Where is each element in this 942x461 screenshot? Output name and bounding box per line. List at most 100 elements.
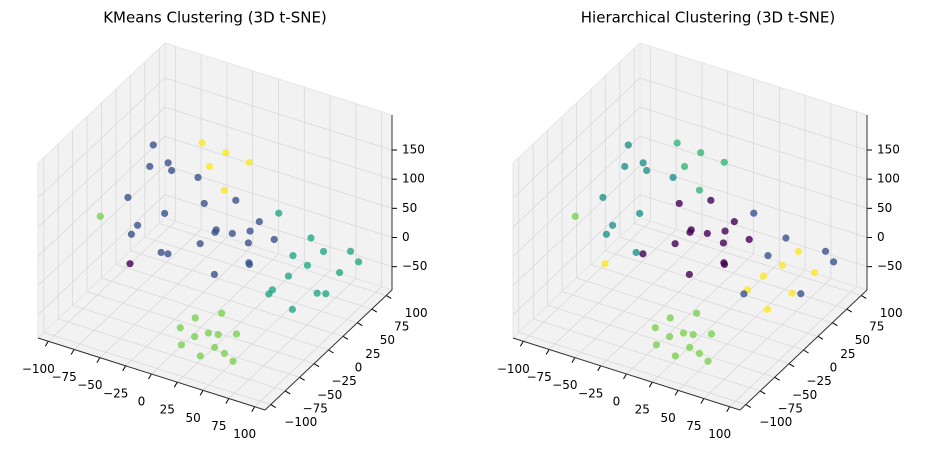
point (211, 228, 219, 236)
grid-line (159, 223, 387, 296)
y-tick (788, 363, 795, 368)
x-tick (597, 365, 602, 372)
y-tick (284, 390, 291, 395)
y-tick-label: −25 (331, 374, 356, 388)
grid-line (639, 77, 868, 151)
y-tick-label: 50 (855, 333, 870, 347)
point (639, 159, 647, 167)
y-tick-label: 75 (869, 320, 884, 334)
y-tick (846, 308, 853, 313)
point (666, 333, 674, 341)
y-tick-label: 75 (394, 320, 409, 334)
point (719, 239, 728, 247)
z-tick-label: 0 (402, 230, 410, 244)
grid-line (164, 165, 393, 238)
point (198, 139, 206, 147)
x-tick-label: −25 (103, 386, 128, 400)
point (127, 230, 136, 238)
grid-line (37, 194, 166, 315)
y-tick-label: −100 (759, 415, 792, 429)
point (695, 186, 704, 194)
point (322, 290, 330, 298)
point (673, 139, 681, 147)
x-tick (623, 373, 627, 380)
grid-line (43, 332, 271, 405)
x-tick (251, 406, 256, 412)
point (651, 324, 659, 332)
y-tick-label: 25 (365, 347, 380, 361)
point (750, 209, 758, 217)
z-tick-label: 50 (877, 201, 892, 215)
y-tick (299, 376, 305, 381)
x-tick (674, 390, 679, 396)
x-tick-label: −50 (77, 378, 102, 392)
point (211, 343, 219, 351)
x-tick-label: 25 (635, 403, 650, 417)
point (303, 261, 312, 269)
point (149, 141, 157, 149)
point (244, 239, 253, 247)
grid-line (37, 136, 166, 257)
y-tick-label: −75 (778, 401, 803, 415)
y-tick-label: −25 (806, 374, 831, 388)
grid-line (86, 291, 315, 365)
x-tick (122, 365, 127, 372)
point (675, 199, 683, 208)
y-tick (817, 335, 824, 340)
y-tick (759, 390, 766, 395)
grid-line (605, 250, 833, 324)
point (275, 209, 283, 217)
y-tick (774, 376, 780, 381)
point (168, 166, 176, 175)
x-tick-label: 75 (686, 419, 701, 433)
point (157, 248, 165, 257)
y-tick (745, 404, 752, 408)
grid-line (164, 135, 393, 209)
y-tick-label: 0 (830, 361, 838, 375)
y-tick-label: −75 (303, 401, 328, 415)
y-tick (342, 335, 349, 340)
point (669, 173, 677, 182)
point (652, 341, 661, 349)
grid-line (590, 263, 819, 337)
x-tick (519, 341, 524, 347)
point (245, 158, 253, 166)
point (797, 290, 805, 298)
y-tick (860, 295, 867, 299)
z-tick-label: −50 (877, 259, 902, 273)
point (720, 260, 729, 269)
y-tick-label: 50 (380, 333, 395, 347)
x-tick-label: 0 (138, 395, 146, 409)
grid-line (115, 263, 344, 337)
grid-line (547, 304, 775, 378)
x-tick-label: 50 (185, 411, 200, 425)
point (740, 290, 748, 298)
x-tick (199, 390, 204, 396)
point (164, 250, 172, 258)
x-tick-label: 75 (211, 419, 226, 433)
point (707, 196, 715, 204)
point (693, 309, 701, 317)
point (720, 158, 728, 166)
y-tick (313, 363, 320, 368)
chart-title: KMeans Clustering (3D t-SNE) (103, 9, 327, 27)
point (124, 193, 132, 202)
point (200, 199, 208, 208)
x-tick (571, 357, 576, 363)
point (196, 352, 204, 360)
point (191, 314, 199, 322)
point (778, 261, 787, 269)
y-tick (385, 295, 392, 299)
point (126, 260, 134, 268)
z-tick-label: 150 (402, 143, 425, 157)
x-tick-label: 100 (233, 427, 256, 441)
point (177, 341, 186, 349)
point (196, 240, 204, 248)
x-tick-label: 100 (708, 427, 731, 441)
point (205, 162, 214, 171)
y-tick (270, 404, 277, 408)
y-axis-line (739, 289, 868, 411)
point (313, 289, 321, 297)
